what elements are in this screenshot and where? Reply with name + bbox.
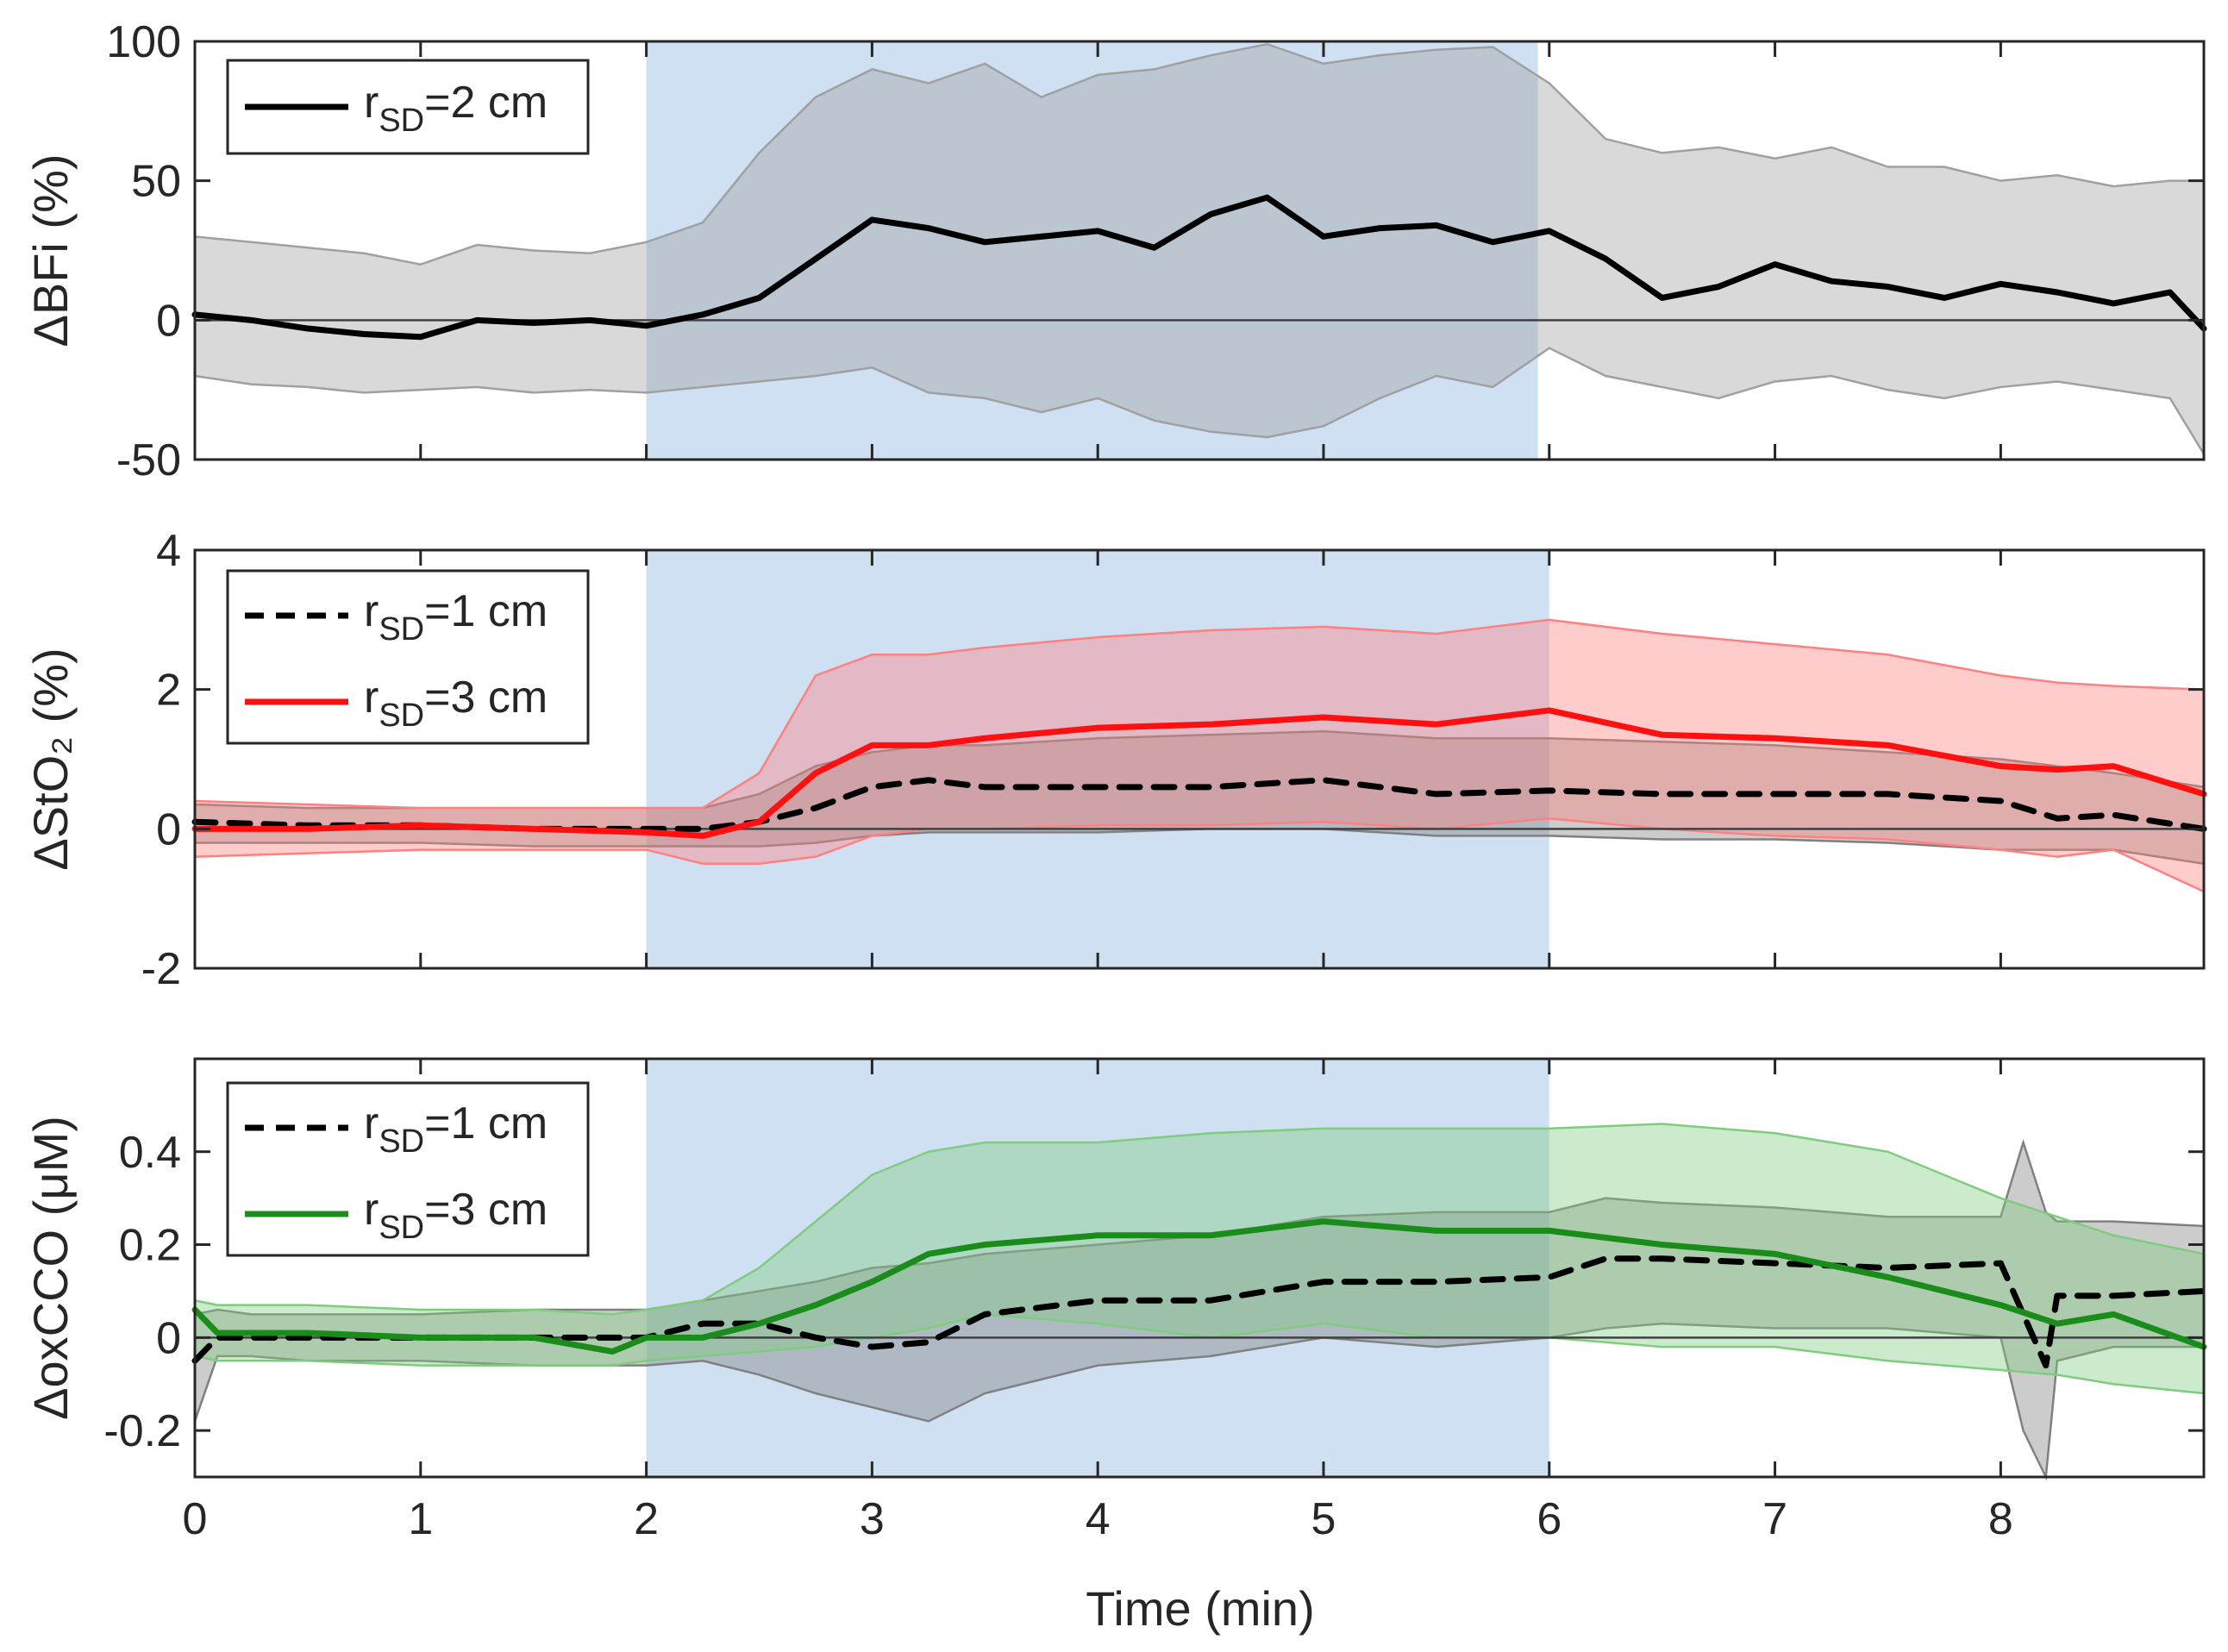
legend-label-rest: =3 cm — [424, 1185, 548, 1235]
legend-label-subscript: SD — [379, 1210, 424, 1246]
y-tick-label: 0 — [156, 804, 181, 854]
x-tick-label: 3 — [860, 1494, 885, 1544]
legend-label: rSD=2 cm — [364, 78, 548, 139]
legend-label-r: r — [364, 1098, 379, 1148]
legend-label-r: r — [364, 586, 379, 636]
legend-label-r: r — [364, 78, 379, 128]
y-axis-label: ΔBFi (%) — [23, 153, 78, 347]
legend-label-rest: =3 cm — [424, 673, 548, 723]
x-tick-label: 1 — [408, 1494, 433, 1544]
legend-label: rSD=1 cm — [364, 586, 548, 648]
x-tick-label: 0 — [183, 1494, 208, 1544]
x-tick-label: 8 — [1988, 1494, 2013, 1544]
series-line — [191, 1218, 2207, 1355]
y-tick-label: 0 — [156, 1313, 181, 1363]
legend-box — [226, 569, 590, 745]
y-tick-label: 0 — [156, 296, 181, 346]
axes-frame — [193, 1057, 2206, 1479]
y-axis-label: ΔStO₂ (%) — [23, 648, 78, 870]
legend-label-r: r — [364, 1185, 379, 1235]
y-tick-label: 100 — [106, 17, 181, 67]
y-tick-label: 0.4 — [119, 1128, 181, 1178]
legend-label: rSD=3 cm — [364, 1185, 548, 1246]
legend-label-rest: =1 cm — [424, 586, 548, 636]
x-axis-label: Time (min) — [1086, 1581, 1314, 1636]
series-line — [191, 194, 2207, 341]
x-tick-label: 5 — [1311, 1494, 1336, 1544]
y-tick-label: 2 — [156, 666, 181, 716]
y-tick-label: -0.2 — [103, 1406, 181, 1456]
y-tick-label: 4 — [156, 526, 181, 576]
x-tick-label: 4 — [1086, 1494, 1111, 1544]
legend-label-r: r — [364, 673, 379, 723]
x-tick-label: 2 — [634, 1494, 659, 1544]
y-tick-label: -2 — [141, 944, 181, 994]
y-axis-label: ΔoxCCO (μM) — [23, 1116, 78, 1420]
y-tick-label: -50 — [116, 435, 181, 485]
legend-label-subscript: SD — [379, 698, 424, 734]
stimulus-window — [646, 550, 1549, 968]
panel-bfi: -50 0 50 100 ΔBFi (%) rSD=2 cm — [23, 17, 2207, 485]
series-line — [191, 707, 2207, 839]
x-tick-label: 6 — [1536, 1494, 1561, 1544]
axes-frame — [193, 40, 2206, 461]
legend-label-subscript: SD — [379, 103, 424, 139]
legend-label: rSD=1 cm — [364, 1098, 548, 1160]
legend-label-subscript: SD — [379, 611, 424, 648]
stimulus-window — [646, 41, 1538, 460]
legend-label-subscript: SD — [379, 1123, 424, 1160]
y-tick-label: 0.2 — [119, 1221, 181, 1271]
legend-label: rSD=3 cm — [364, 673, 548, 734]
y-tick-label: 50 — [131, 157, 181, 207]
legend-label-rest: =1 cm — [424, 1098, 548, 1148]
axes-frame — [193, 548, 2206, 970]
legend-box — [226, 1081, 590, 1257]
legend-label-rest: =2 cm — [424, 78, 548, 128]
x-tick-label: 7 — [1762, 1494, 1787, 1544]
